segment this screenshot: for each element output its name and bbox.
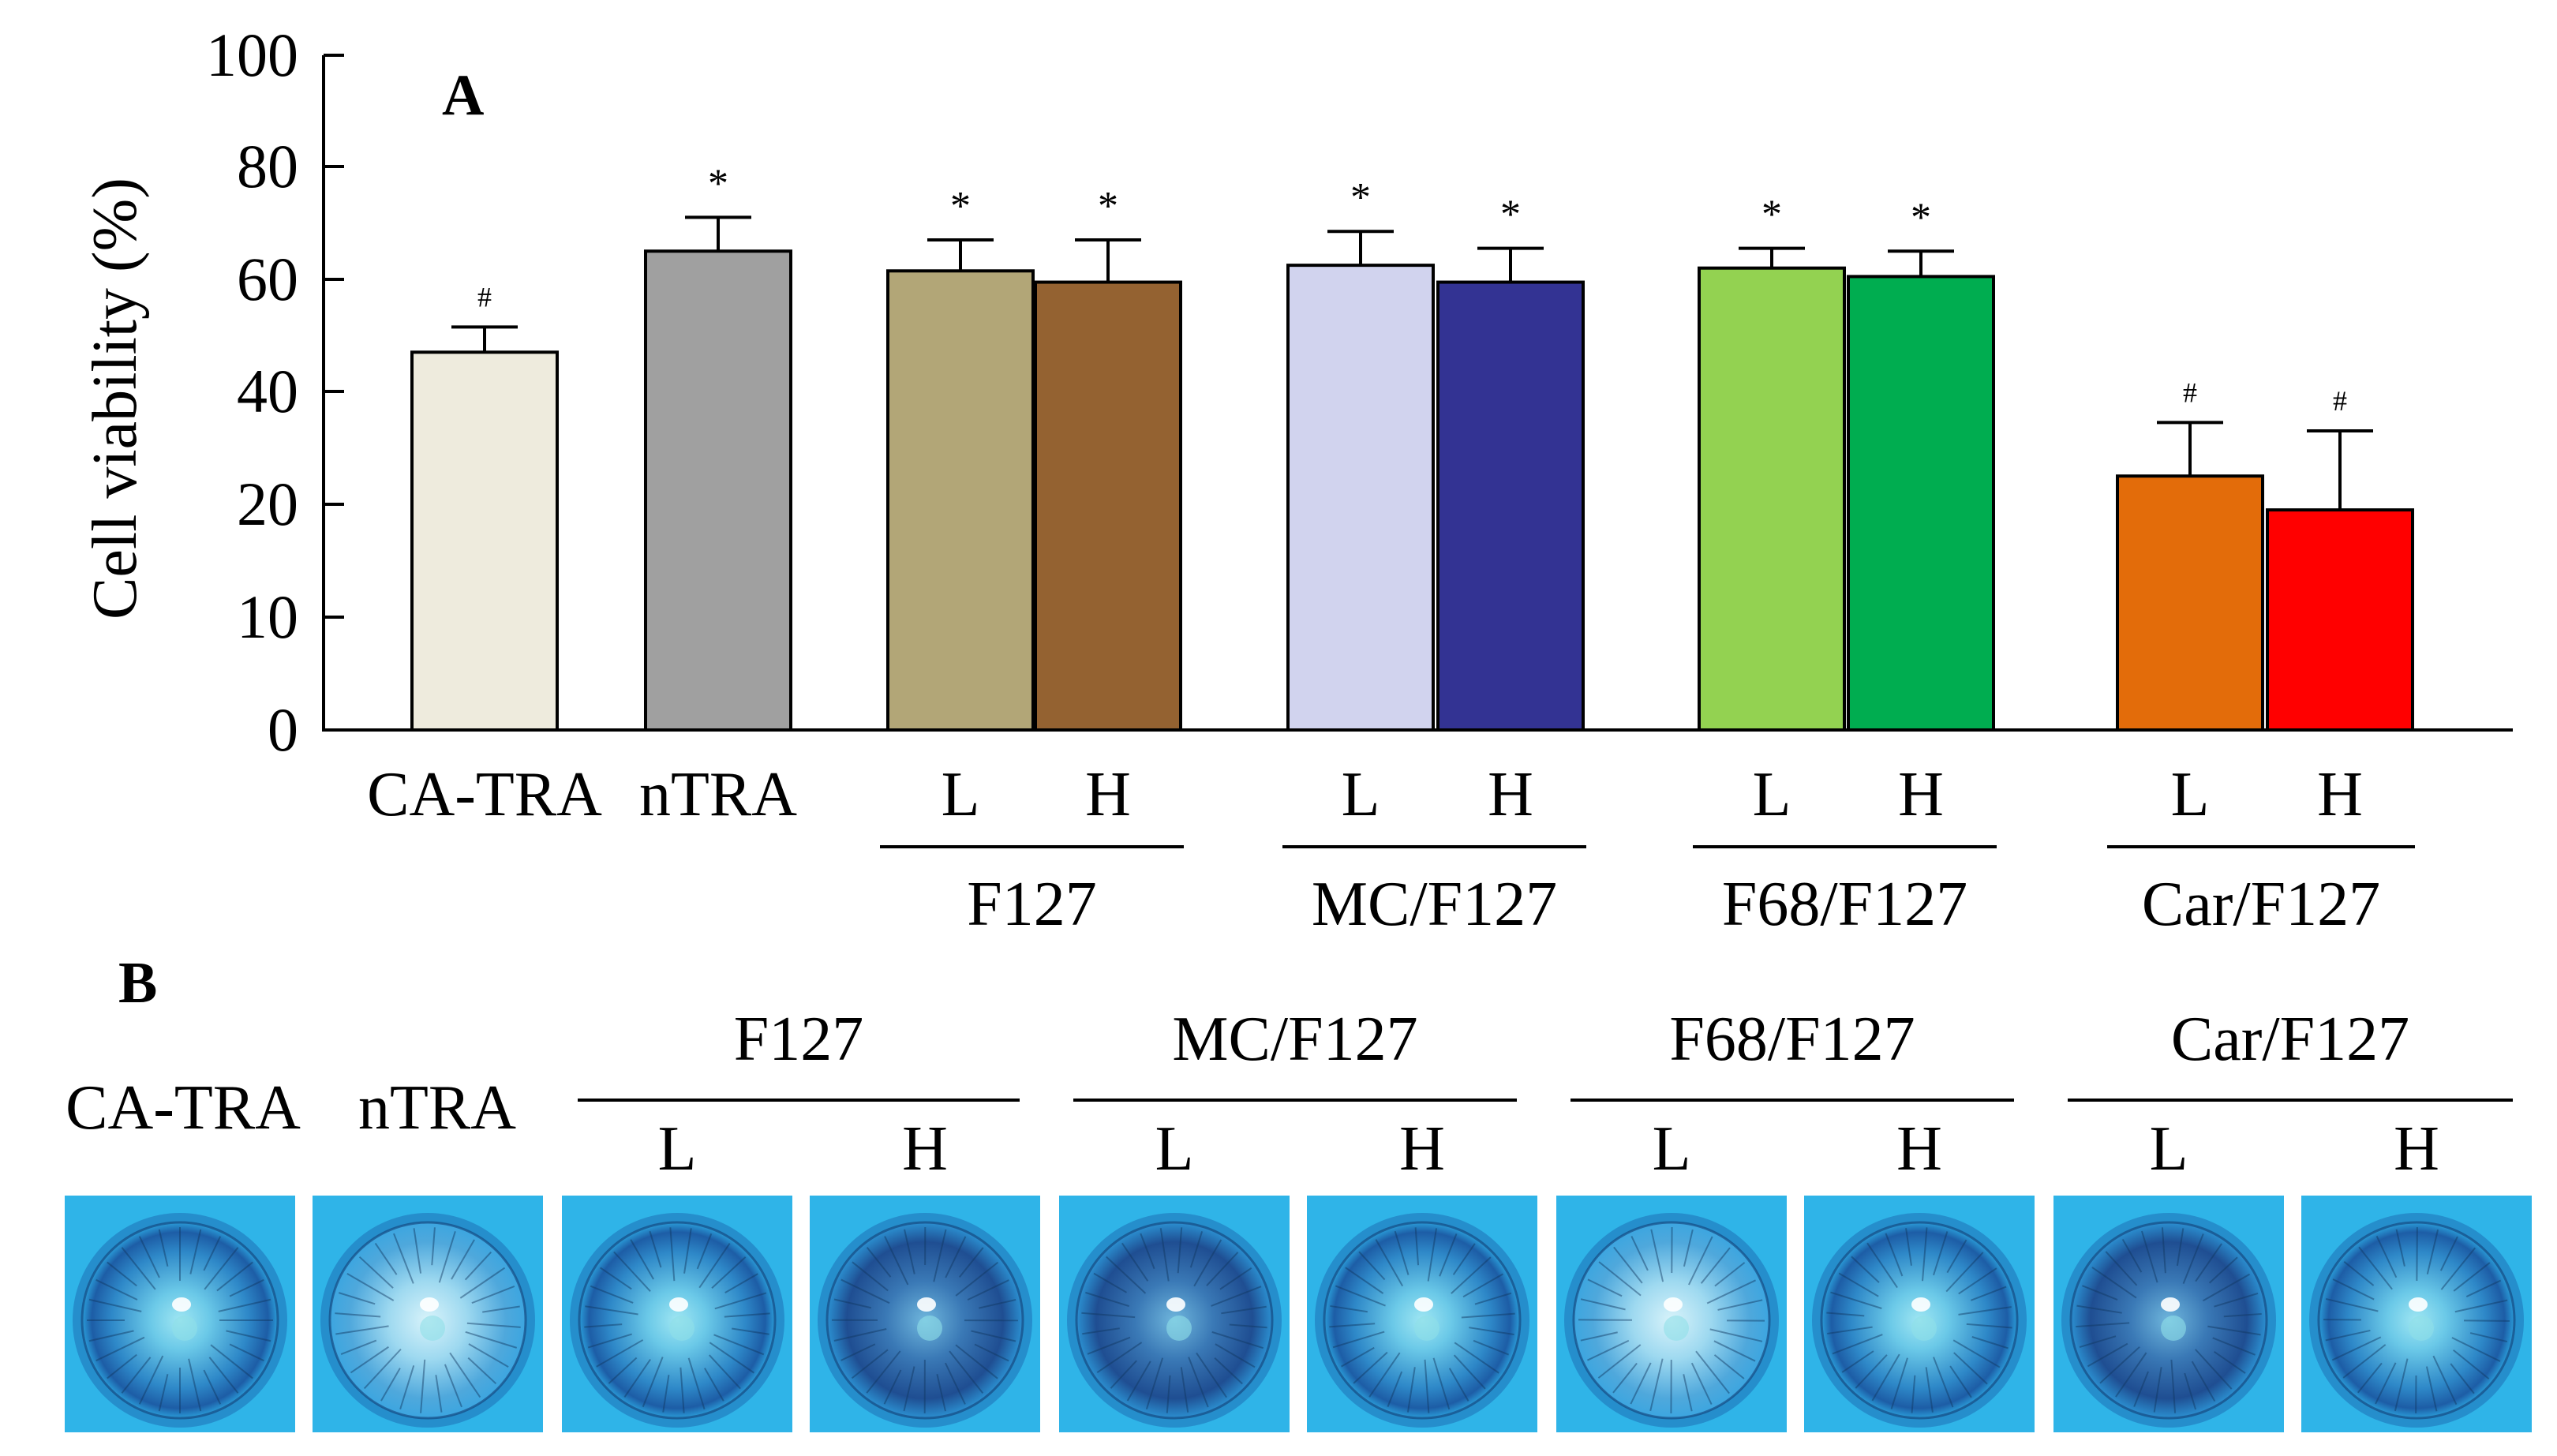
significance-mark-5: * [1500,193,1521,238]
category-label-6: L [1753,760,1791,829]
significance-mark-9: # [2333,385,2347,417]
significance-mark-8: # [2183,376,2197,408]
bar-7 [1847,275,1995,732]
y-tick-label: 60 [237,245,298,313]
panel-b-sublabel-1-1: H [1399,1114,1445,1184]
panel-b-group-label-2: F68/F127 [1669,1005,1915,1074]
bar-6 [1698,266,1846,732]
group-label-3: Car/F127 [2142,870,2380,939]
eye-image-4 [1059,1196,1290,1432]
panel-b-sublabel-3-1: H [2394,1114,2439,1184]
panel-b-sublabel-3-0: L [2150,1114,2188,1184]
category-label-9: H [2317,760,2363,829]
significance-mark-2: * [950,184,971,229]
panel-b-label: B [118,951,157,1016]
bar-3 [1034,280,1182,732]
category-label-3: H [1085,760,1131,829]
panel-b-sublabel-0-1: H [902,1114,948,1184]
bars [410,249,2414,732]
category-label-4: L [1342,760,1380,829]
bar-5 [1436,280,1585,732]
category-label-7: H [1898,760,1944,829]
group-labels: F127 MC/F127 F68/F127 Car/F127 [880,845,2415,939]
category-label-8: L [2171,760,2210,829]
panel-b-label-ca-tra: CA-TRA [66,1073,301,1143]
significance-mark-7: * [1911,195,1931,240]
panel-b-group-label-3: Car/F127 [2171,1005,2409,1074]
panel-a: A Cell viability (%) 0 10 20 40 60 80 100 # * * *… [80,21,2513,939]
bar-8 [2116,474,2264,732]
panel-b-group-label-1: MC/F127 [1172,1005,1417,1074]
panel-b-sublabel-2-1: H [1896,1114,1942,1184]
bar-2 [886,269,1035,732]
significance-mark-4: * [1350,175,1371,220]
category-label-1: nTRA [639,760,797,829]
panel-b-sublabel-2-0: L [1653,1114,1691,1184]
eye-image-7 [1804,1196,2035,1432]
category-labels: CA-TRA nTRA L H L H L H L H [367,760,2363,829]
panel-b-label-ntra: nTRA [358,1073,516,1143]
y-tick-label: 80 [237,132,298,200]
eye-image-3 [810,1196,1040,1432]
significance-mark-1: * [708,161,728,206]
panel-a-label: A [442,63,484,128]
significance-marks: # * * * * * * * # # [477,161,2347,417]
category-label-5: H [1488,760,1533,829]
bar-0 [410,350,559,732]
panel-b-sublabel-0-0: L [658,1114,697,1184]
y-tick-label: 100 [206,21,298,89]
bar-9 [2266,508,2414,732]
group-label-2: F68/F127 [1722,870,1967,939]
group-label-0: F127 [967,870,1097,939]
y-tick-label: 40 [237,357,298,425]
eye-image-0 [65,1196,295,1432]
group-label-1: MC/F127 [1312,870,1557,939]
panel-b-sublabel-1-0: L [1155,1114,1194,1184]
panel-b-group-label-0: F127 [734,1005,864,1074]
y-tick-label: 10 [237,582,298,651]
eye-image-6 [1556,1196,1787,1432]
eye-image-9 [2301,1196,2532,1432]
bar-1 [644,249,792,732]
error-bars [451,215,2373,511]
category-label-2: L [942,760,980,829]
eye-image-8 [2053,1196,2284,1432]
category-label-0: CA-TRA [367,760,602,829]
significance-mark-6: * [1761,193,1782,238]
panel-b-group-headers: F127 L H MC/F127 L H F68/F127 L H Car/F127 L H [578,1005,2513,1184]
eye-image-5 [1307,1196,1537,1432]
y-tick-label: 0 [268,695,298,764]
eye-images [65,1196,2532,1432]
eye-image-2 [562,1196,792,1432]
y-axis-label: Cell viability (%) [80,178,150,619]
bar-4 [1286,264,1435,732]
eye-image-1 [313,1196,543,1432]
significance-mark-3: * [1098,184,1118,229]
significance-mark-0: # [477,281,492,313]
y-tick-label: 20 [237,470,298,538]
y-axis-ticks: 0 10 20 40 60 80 100 [206,21,344,764]
